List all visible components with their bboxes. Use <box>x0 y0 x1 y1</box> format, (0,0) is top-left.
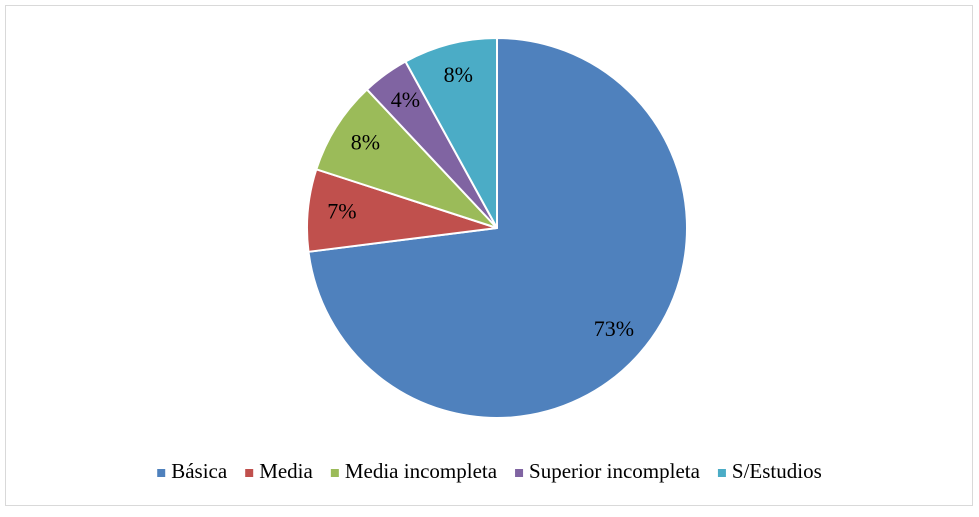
legend-swatch <box>157 469 166 477</box>
data-label: 8% <box>351 130 380 155</box>
legend-swatch <box>515 469 524 477</box>
legend-swatch <box>717 469 726 477</box>
legend-label: Media <box>259 459 313 483</box>
legend-label: Superior incompleta <box>529 459 701 483</box>
data-label: 7% <box>327 198 356 223</box>
pie-slice <box>404 36 498 229</box>
legend-label: S/Estudios <box>732 459 822 483</box>
legend-swatch <box>330 469 339 477</box>
data-label: 8% <box>444 62 473 87</box>
legend-label: Básica <box>171 459 228 483</box>
data-label: 73% <box>594 316 634 341</box>
legend-swatch <box>245 469 254 477</box>
legend-label: Media incompleta <box>345 459 498 483</box>
data-label: 4% <box>391 87 420 112</box>
pie-slice <box>315 88 498 229</box>
